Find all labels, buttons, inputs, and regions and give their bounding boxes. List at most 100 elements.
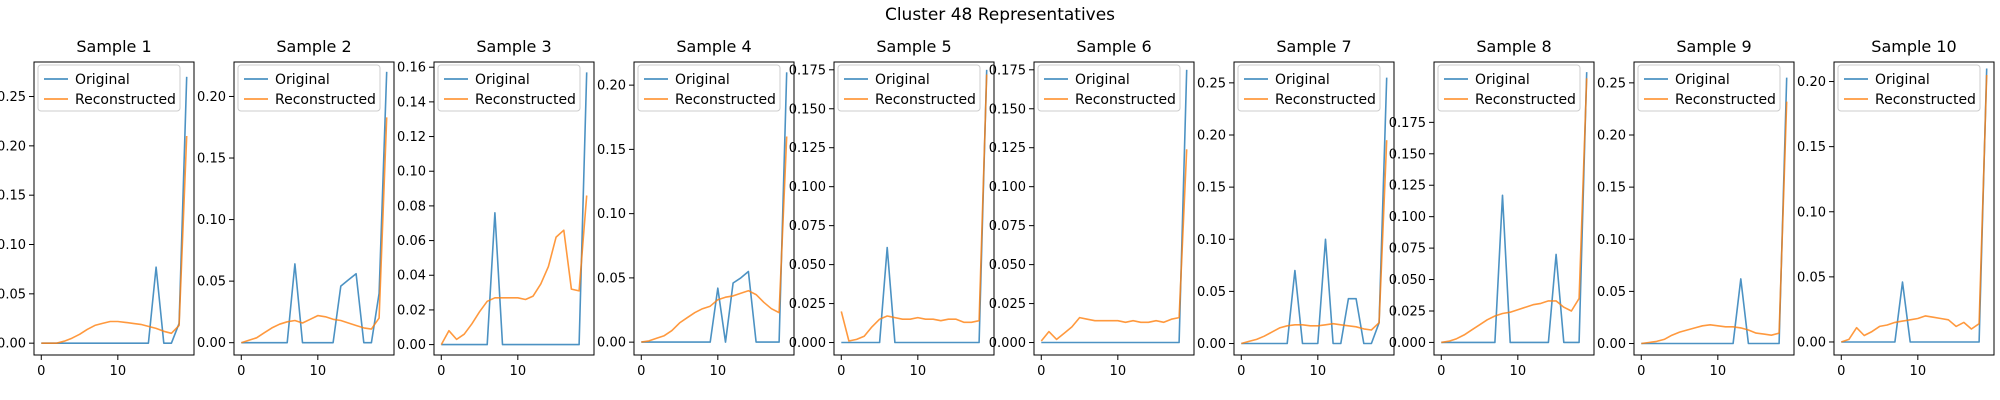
subplot-10: Sample 10 0.00 0.05 0.10 0.15 0.20 0 10 Original… bbox=[1797, 37, 1995, 379]
y-tick-label: 0.10 bbox=[0, 238, 26, 253]
legend-box bbox=[37, 64, 181, 112]
y-tick-label: 0.15 bbox=[1597, 181, 1626, 196]
legend-label-original: Original bbox=[875, 72, 930, 88]
y-tick-label: 0.15 bbox=[197, 152, 226, 167]
series-line-reconstructed bbox=[1040, 149, 1188, 342]
y-tick-label: 0.25 bbox=[0, 90, 26, 105]
legend: Original Reconstructed bbox=[1437, 64, 1581, 112]
series-line-reconstructed bbox=[641, 136, 788, 343]
legend: Original Reconstructed bbox=[637, 64, 781, 112]
axes-frame bbox=[433, 61, 595, 356]
x-tick-label: 10 bbox=[510, 364, 527, 379]
y-tick-label: 0.150 bbox=[989, 102, 1026, 117]
y-tick-label: 0.14 bbox=[397, 95, 426, 110]
y-tick-label: 0.16 bbox=[397, 61, 426, 76]
x-tick-label: 0 bbox=[1037, 364, 1045, 379]
y-tick-label: 0.10 bbox=[1197, 233, 1226, 248]
legend-box bbox=[1837, 64, 1981, 112]
series-line-original bbox=[1841, 68, 1988, 343]
subplot-7: Sample 7 0.00 0.05 0.10 0.15 0.20 0.25 0 10 Origi… bbox=[1197, 37, 1395, 379]
subplot-title: Sample 3 bbox=[476, 37, 551, 56]
series-line-reconstructed bbox=[1241, 140, 1388, 345]
series-line-original bbox=[1441, 72, 1588, 344]
y-tick-label: 0.150 bbox=[1389, 147, 1426, 162]
y-tick-label: 0.075 bbox=[1389, 242, 1426, 257]
y-tick-label: 0.000 bbox=[989, 336, 1026, 351]
subplot-title: Sample 7 bbox=[1276, 37, 1351, 56]
legend-label-reconstructed: Reconstructed bbox=[1275, 92, 1376, 108]
y-tick-label: 0.10 bbox=[397, 165, 426, 180]
y-tick-label: 0.175 bbox=[1389, 116, 1426, 131]
y-tick-label: 0.100 bbox=[989, 180, 1026, 195]
series-line-original bbox=[841, 69, 988, 344]
legend-label-reconstructed: Reconstructed bbox=[875, 92, 976, 108]
x-tick-label: 10 bbox=[110, 364, 127, 379]
x-tick-label: 10 bbox=[1910, 364, 1927, 379]
subplot-title: Sample 5 bbox=[876, 37, 951, 56]
series-line-reconstructed bbox=[241, 117, 388, 344]
subplot-title: Sample 2 bbox=[276, 37, 351, 56]
legend: Original Reconstructed bbox=[237, 64, 381, 112]
y-tick-label: 0.20 bbox=[0, 139, 26, 154]
x-tick-label: 0 bbox=[1637, 364, 1645, 379]
x-tick-label: 10 bbox=[710, 364, 727, 379]
series-line-original bbox=[441, 72, 588, 346]
x-tick-label: 10 bbox=[1310, 364, 1327, 379]
axes-frame bbox=[33, 61, 195, 356]
y-tick-label: 0.050 bbox=[1389, 273, 1426, 288]
legend-label-original: Original bbox=[675, 72, 730, 88]
legend: Original Reconstructed bbox=[1037, 64, 1181, 112]
axes-frame bbox=[1833, 61, 1995, 356]
series-line-reconstructed bbox=[1841, 74, 1988, 343]
subplot-1: Sample 1 0.00 0.05 0.10 0.15 0.20 0.25 0 10 Origi… bbox=[0, 37, 195, 379]
y-tick-label: 0.075 bbox=[989, 219, 1026, 234]
axes-frame bbox=[1233, 61, 1395, 356]
legend-label-original: Original bbox=[75, 72, 130, 88]
series-line-original bbox=[41, 76, 188, 345]
y-tick-label: 0.05 bbox=[597, 271, 626, 286]
series-line-original bbox=[1641, 77, 1788, 345]
subplot-grid: Sample 1 0.00 0.05 0.10 0.15 0.20 0.25 0 10 Origi… bbox=[0, 37, 1995, 379]
legend-label-reconstructed: Reconstructed bbox=[475, 92, 576, 108]
y-tick-label: 0.05 bbox=[197, 275, 226, 290]
y-tick-label: 0.000 bbox=[1389, 336, 1426, 351]
legend-label-reconstructed: Reconstructed bbox=[75, 92, 176, 108]
legend-box bbox=[237, 64, 381, 112]
y-tick-label: 0.050 bbox=[789, 258, 826, 273]
figure-title: Cluster 48 Representatives bbox=[885, 5, 1115, 25]
x-tick-label: 0 bbox=[437, 364, 445, 379]
legend: Original Reconstructed bbox=[1837, 64, 1981, 112]
subplot-title: Sample 8 bbox=[1476, 37, 1551, 56]
legend-label-reconstructed: Reconstructed bbox=[1475, 92, 1576, 108]
axes-frame bbox=[833, 61, 995, 356]
series-line-original bbox=[1241, 77, 1388, 345]
y-tick-label: 0.00 bbox=[397, 338, 426, 353]
subplot-title: Sample 6 bbox=[1076, 37, 1151, 56]
y-tick-label: 0.025 bbox=[1389, 304, 1426, 319]
y-tick-label: 0.10 bbox=[1797, 205, 1826, 220]
y-tick-label: 0.150 bbox=[789, 102, 826, 117]
y-tick-label: 0.02 bbox=[397, 303, 426, 318]
legend-label-reconstructed: Reconstructed bbox=[1075, 92, 1176, 108]
y-tick-label: 0.175 bbox=[789, 63, 826, 78]
x-tick-label: 10 bbox=[1710, 364, 1727, 379]
y-tick-label: 0.15 bbox=[1197, 181, 1226, 196]
subplot-8: Sample 8 0.000 0.025 0.050 0.075 0.100 0.125 0.… bbox=[1389, 37, 1595, 379]
y-tick-label: 0.10 bbox=[197, 213, 226, 228]
y-tick-label: 0.12 bbox=[397, 130, 426, 145]
y-tick-label: 0.20 bbox=[597, 79, 626, 94]
legend-label-original: Original bbox=[475, 72, 530, 88]
legend-box bbox=[837, 64, 981, 112]
y-tick-label: 0.20 bbox=[1597, 128, 1626, 143]
y-tick-label: 0.25 bbox=[1597, 76, 1626, 91]
y-tick-label: 0.00 bbox=[1797, 335, 1826, 350]
subplot-title: Sample 4 bbox=[676, 37, 751, 56]
subplot-title: Sample 9 bbox=[1676, 37, 1751, 56]
y-tick-label: 0.00 bbox=[1197, 337, 1226, 352]
y-tick-label: 0.125 bbox=[789, 141, 826, 156]
series-line-reconstructed bbox=[440, 195, 588, 345]
legend-box bbox=[437, 64, 581, 112]
axes-frame bbox=[1633, 61, 1795, 356]
legend-label-reconstructed: Reconstructed bbox=[1675, 92, 1776, 108]
